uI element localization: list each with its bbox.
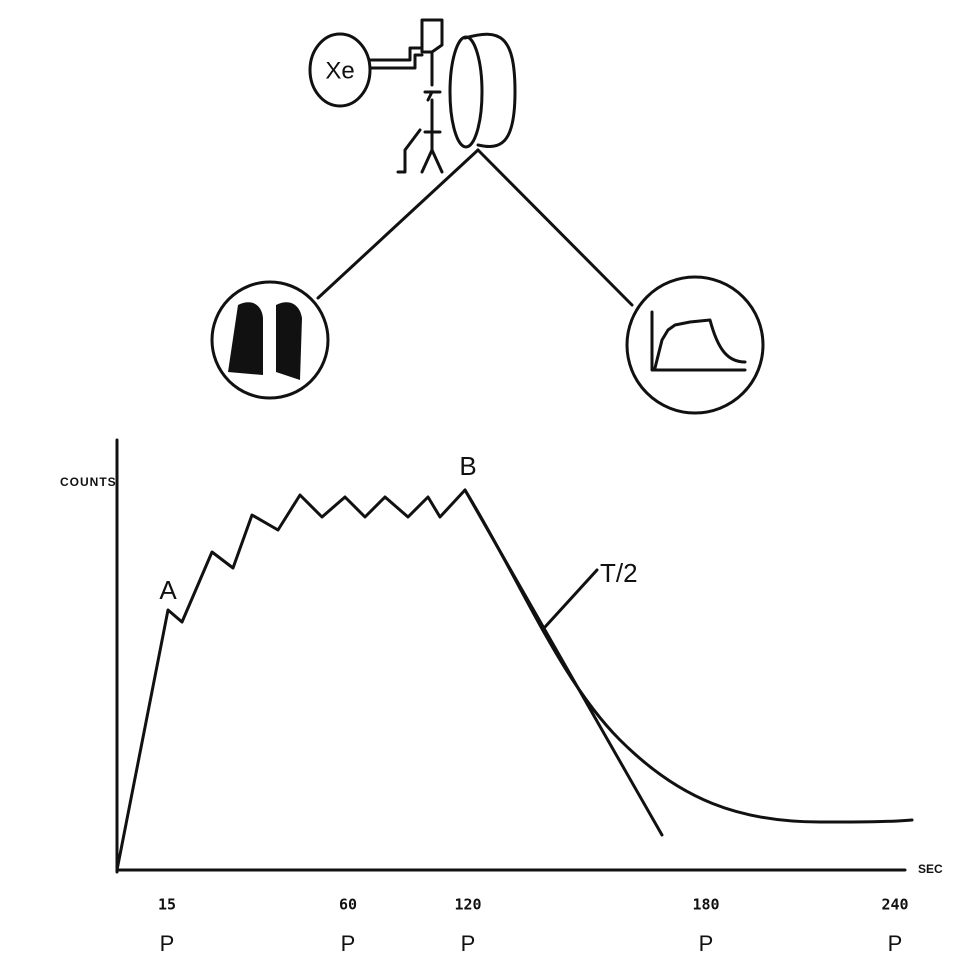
detector-body: [465, 34, 515, 146]
graph: COUNTS SEC A B T/2 15 60 120 180 240 P P…: [60, 440, 943, 956]
lung-image: [228, 302, 302, 380]
x-tick-label: 180: [692, 896, 719, 914]
patient: [398, 20, 442, 172]
counts-curve: [117, 490, 912, 870]
image-circle: [212, 282, 328, 398]
detector-face: [450, 37, 482, 147]
apparatus: Xe: [212, 20, 763, 413]
phase-label: P: [699, 931, 714, 956]
x-tick-label: 120: [454, 896, 481, 914]
x-axis-label: SEC: [918, 862, 943, 876]
x-tick-label: 60: [339, 896, 357, 914]
half-time-label: T/2: [600, 558, 638, 588]
curve-circle: [627, 277, 763, 413]
phase-label: P: [341, 931, 356, 956]
figure: Xe COUNTS SEC A B T/2 15 60 120 180 240 …: [0, 0, 954, 966]
phase-label: P: [461, 931, 476, 956]
curve-icon: [652, 312, 745, 370]
point-label: A: [159, 575, 177, 605]
pointer-line: [545, 570, 597, 627]
y-axis-label: COUNTS: [60, 475, 117, 489]
connector: [478, 150, 632, 305]
phase-label: P: [888, 931, 903, 956]
reservoir-label: Xe: [325, 57, 354, 84]
tangent-line: [465, 490, 662, 835]
x-tick-label: 15: [158, 896, 176, 914]
tube: [370, 48, 422, 68]
phase-label: P: [160, 931, 175, 956]
point-label: B: [459, 451, 476, 481]
x-tick-label: 240: [881, 896, 908, 914]
